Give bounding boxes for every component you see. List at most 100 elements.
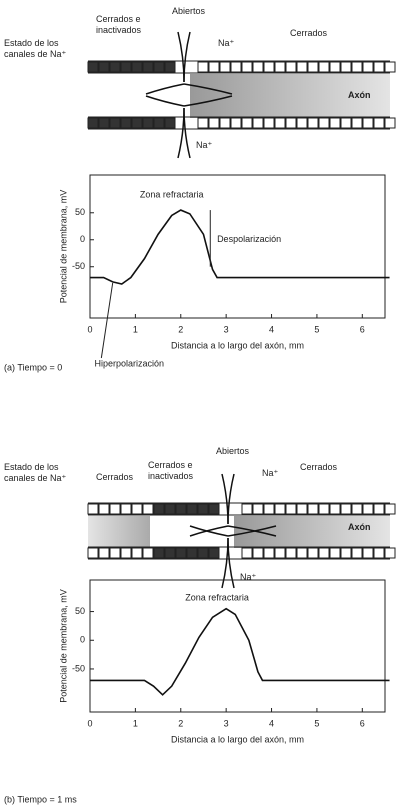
channel bbox=[308, 504, 318, 514]
channel bbox=[121, 118, 131, 128]
state-label: Estado de los canales de Na⁺ bbox=[4, 38, 74, 60]
channel bbox=[308, 62, 318, 72]
x-tick-label: 2 bbox=[178, 718, 183, 728]
plot-frame bbox=[90, 175, 385, 318]
y-tick-label: 50 bbox=[75, 606, 85, 616]
channel bbox=[165, 118, 175, 128]
channel bbox=[275, 62, 285, 72]
channel bbox=[385, 62, 395, 72]
channel bbox=[385, 504, 395, 514]
axon-label: Axón bbox=[348, 522, 371, 533]
channel bbox=[121, 504, 131, 514]
channel bbox=[121, 548, 131, 558]
membrane-potential-line bbox=[90, 609, 390, 695]
y-tick-label: 0 bbox=[80, 234, 85, 244]
channel bbox=[352, 504, 362, 514]
channel bbox=[220, 118, 230, 128]
channel bbox=[297, 62, 307, 72]
channel bbox=[319, 62, 329, 72]
channel bbox=[99, 504, 109, 514]
channel bbox=[132, 118, 142, 128]
channel bbox=[374, 504, 384, 514]
channel bbox=[352, 548, 362, 558]
channel bbox=[198, 548, 208, 558]
figure: -500500123456Potencial de membrana, mVDi… bbox=[0, 0, 400, 812]
channel bbox=[110, 548, 120, 558]
x-axis-label: Distancia a lo largo del axón, mm bbox=[171, 340, 304, 350]
channel bbox=[198, 504, 208, 514]
channel bbox=[264, 118, 274, 128]
x-tick-label: 5 bbox=[314, 718, 319, 728]
channel bbox=[253, 504, 263, 514]
x-tick-label: 0 bbox=[87, 718, 92, 728]
channel bbox=[99, 62, 109, 72]
channel bbox=[88, 62, 98, 72]
channel bbox=[341, 548, 351, 558]
channel bbox=[209, 548, 219, 558]
figure-canvas: -500500123456Potencial de membrana, mVDi… bbox=[0, 0, 400, 812]
channel bbox=[363, 118, 373, 128]
channel bbox=[286, 504, 296, 514]
channel bbox=[165, 548, 175, 558]
channel bbox=[374, 62, 384, 72]
channel bbox=[264, 62, 274, 72]
channel bbox=[275, 118, 285, 128]
closed-label: Cerrados bbox=[290, 28, 327, 39]
channel bbox=[308, 118, 318, 128]
pointer bbox=[101, 283, 112, 358]
channel bbox=[88, 118, 98, 128]
na-label: Na⁺ bbox=[218, 38, 234, 49]
channel bbox=[330, 504, 340, 514]
channel bbox=[154, 118, 164, 128]
channel bbox=[385, 118, 395, 128]
channel bbox=[352, 62, 362, 72]
channel bbox=[363, 62, 373, 72]
closed-inactivated-label: Cerrados e inactivados bbox=[148, 460, 218, 482]
na-label: Na⁺ bbox=[196, 140, 212, 151]
channel bbox=[275, 548, 285, 558]
closed-label: Cerrados bbox=[300, 462, 337, 473]
channel bbox=[297, 504, 307, 514]
x-tick-label: 1 bbox=[133, 324, 138, 334]
channel bbox=[253, 548, 263, 558]
y-tick-label: 0 bbox=[80, 635, 85, 645]
annotation: Hiperpolarización bbox=[95, 358, 165, 368]
channel bbox=[176, 548, 186, 558]
channel bbox=[209, 504, 219, 514]
channel bbox=[154, 548, 164, 558]
x-tick-label: 3 bbox=[224, 324, 229, 334]
annotation: Zona refractaria bbox=[140, 189, 204, 199]
channel bbox=[297, 548, 307, 558]
membrane-potential-line bbox=[90, 210, 390, 284]
channel bbox=[374, 118, 384, 128]
channel bbox=[385, 548, 395, 558]
channel bbox=[209, 118, 219, 128]
channel bbox=[242, 504, 252, 514]
channel bbox=[319, 548, 329, 558]
current-arrow bbox=[146, 84, 184, 94]
channel bbox=[143, 504, 153, 514]
channel bbox=[209, 62, 219, 72]
caption: (a) Tiempo = 0 bbox=[4, 362, 62, 372]
channel bbox=[198, 62, 208, 72]
x-tick-label: 2 bbox=[178, 324, 183, 334]
channel bbox=[264, 504, 274, 514]
y-tick-label: 50 bbox=[75, 207, 85, 217]
annotation: Despolarización bbox=[217, 234, 281, 244]
current-arrow bbox=[146, 96, 184, 106]
channel bbox=[132, 548, 142, 558]
x-tick-label: 5 bbox=[314, 324, 319, 334]
x-tick-label: 3 bbox=[224, 718, 229, 728]
channel bbox=[88, 548, 98, 558]
channel bbox=[143, 118, 153, 128]
x-axis-label: Distancia a lo largo del axón, mm bbox=[171, 734, 304, 744]
channel bbox=[110, 504, 120, 514]
channel bbox=[242, 118, 252, 128]
channel bbox=[319, 118, 329, 128]
x-tick-label: 4 bbox=[269, 718, 274, 728]
channel bbox=[363, 504, 373, 514]
closed-label: Cerrados bbox=[96, 472, 133, 483]
channel bbox=[187, 548, 197, 558]
channel bbox=[165, 62, 175, 72]
channel bbox=[297, 118, 307, 128]
